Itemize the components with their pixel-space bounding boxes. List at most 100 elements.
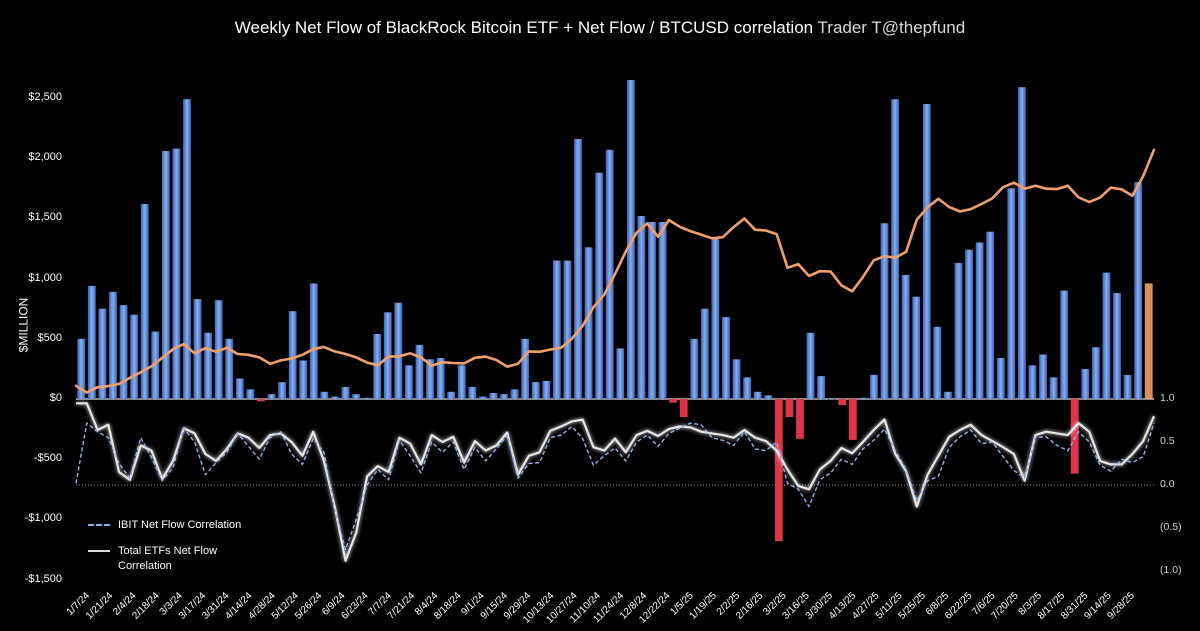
legend-ibit-swatch	[88, 524, 110, 527]
bar	[965, 249, 973, 399]
bar	[764, 395, 773, 399]
bar	[859, 397, 868, 399]
y-axis-title: $MILLION	[16, 297, 31, 353]
bar	[257, 399, 265, 402]
legend-ibit: IBIT Net Flow Correlation	[88, 519, 241, 531]
bar	[373, 333, 382, 399]
bar	[933, 326, 942, 399]
bar	[848, 399, 857, 440]
title-main: Weekly Net Flow of BlackRock Bitcoin ETF…	[234, 18, 814, 37]
bar	[584, 247, 593, 399]
bar	[616, 348, 625, 399]
x-tick-labels: 1/7/241/21/242/4/242/18/243/3/243/17/243…	[65, 590, 1138, 626]
bar	[489, 392, 498, 399]
bar	[1123, 374, 1132, 399]
bar	[204, 332, 213, 399]
bar	[574, 138, 582, 399]
bar	[785, 399, 794, 418]
bar	[605, 149, 614, 399]
bar	[986, 231, 995, 399]
bar	[838, 399, 847, 406]
bar	[711, 238, 720, 399]
bar	[1102, 272, 1111, 399]
bar	[246, 389, 255, 399]
legend-total: Total ETFs Net Flow	[88, 545, 217, 557]
left-tick-label: $1,000	[28, 271, 62, 284]
bar	[1081, 368, 1090, 399]
bar	[468, 386, 477, 399]
bar	[331, 396, 339, 399]
bar	[870, 374, 878, 399]
bar	[183, 99, 191, 399]
total-etfs-correlation-line	[76, 402, 1156, 562]
bar	[320, 391, 329, 399]
left-tick-label: -$1,500	[24, 572, 62, 585]
bar	[690, 338, 699, 399]
bar-series	[77, 79, 1153, 542]
bar	[669, 399, 678, 403]
bar	[436, 358, 445, 399]
bar	[732, 359, 741, 399]
left-tick-label: -$500	[33, 452, 62, 465]
bar	[151, 331, 160, 399]
bar	[658, 222, 667, 399]
bar	[912, 296, 921, 399]
bar	[288, 311, 297, 399]
bar	[109, 291, 117, 399]
bar	[1007, 188, 1016, 399]
bar	[563, 260, 572, 399]
title-credit: Trader T@thepfund	[817, 18, 966, 37]
bar	[1017, 87, 1026, 399]
legend-total-swatch	[88, 550, 110, 553]
bar	[1049, 377, 1058, 399]
bar	[447, 391, 456, 399]
bar	[975, 242, 984, 399]
bar	[722, 317, 730, 399]
legend-total-label-1: Total ETFs Net Flow	[118, 545, 218, 557]
bar	[700, 308, 709, 399]
legend-ibit-label: IBIT Net Flow Correlation	[118, 519, 242, 531]
left-tick-label: -$1,000	[24, 512, 62, 525]
bar	[1091, 347, 1100, 399]
bar	[626, 79, 635, 399]
bar	[648, 222, 656, 399]
bar	[161, 150, 170, 399]
bar	[1060, 290, 1069, 399]
bar	[595, 172, 604, 399]
bar	[478, 396, 487, 399]
bar	[98, 308, 107, 399]
bar	[679, 399, 688, 418]
bar	[415, 344, 424, 399]
bar	[130, 314, 139, 399]
bar	[1028, 365, 1037, 399]
bar	[278, 382, 286, 399]
bar	[1070, 399, 1079, 474]
bar	[267, 394, 276, 399]
right-tick-label: 0.0	[1160, 478, 1175, 490]
right-tick-label: (1.0)	[1160, 564, 1182, 576]
bar	[743, 377, 752, 399]
bar	[362, 397, 371, 399]
chart-title: Weekly Net Flow of BlackRock Bitcoin ETF…	[0, 18, 1200, 38]
bar	[531, 382, 540, 399]
bar	[341, 386, 350, 399]
bar	[827, 399, 836, 400]
bar	[753, 391, 762, 399]
right-tick-label: 1.0	[1160, 392, 1175, 404]
bar	[944, 391, 952, 399]
left-tick-label: $0	[49, 392, 62, 404]
bar	[1039, 354, 1047, 399]
bar	[193, 299, 202, 399]
legend-total-line2: Correlation	[118, 560, 172, 572]
ibit-correlation-line	[75, 422, 1155, 551]
bar	[510, 389, 519, 399]
bar	[1144, 283, 1153, 399]
bar	[500, 394, 508, 399]
bar	[806, 332, 815, 399]
bar	[954, 262, 963, 399]
line-series	[74, 148, 1156, 562]
bar	[774, 399, 783, 542]
bar	[521, 338, 530, 399]
bar	[637, 215, 646, 399]
